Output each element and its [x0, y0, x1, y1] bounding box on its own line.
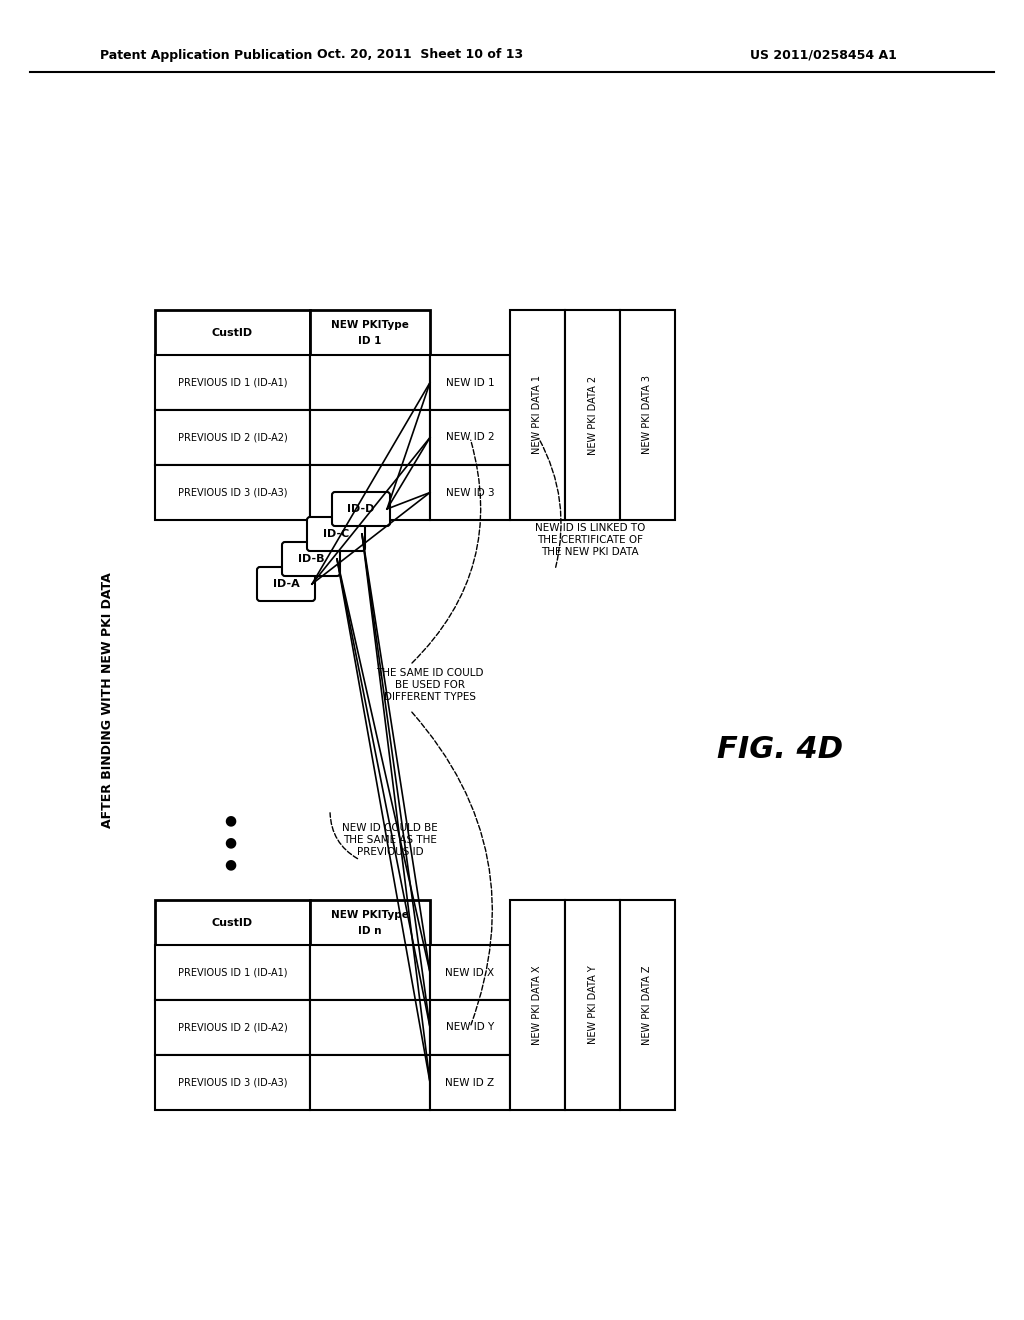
Bar: [155, 900, 310, 945]
Text: PREVIOUS ID 1 (ID-A1): PREVIOUS ID 1 (ID-A1): [178, 968, 288, 978]
Text: ID-D: ID-D: [347, 504, 375, 513]
Bar: [310, 1055, 430, 1110]
Bar: [155, 310, 310, 355]
Bar: [310, 1001, 430, 1055]
FancyBboxPatch shape: [282, 543, 340, 576]
Bar: [620, 900, 675, 1110]
Text: NEW PKI DATA 1: NEW PKI DATA 1: [532, 375, 543, 454]
Text: NEW ID COULD BE
THE SAME AS THE
PREVIOUS ID: NEW ID COULD BE THE SAME AS THE PREVIOUS…: [342, 824, 438, 857]
Text: AFTER BINDING WITH NEW PKI DATA: AFTER BINDING WITH NEW PKI DATA: [101, 572, 115, 828]
Text: ID-C: ID-C: [323, 529, 349, 539]
Text: Oct. 20, 2011  Sheet 10 of 13: Oct. 20, 2011 Sheet 10 of 13: [317, 49, 523, 62]
Bar: [310, 310, 430, 355]
Bar: [310, 945, 430, 1001]
Text: ●: ●: [224, 836, 237, 849]
Bar: [155, 1001, 310, 1055]
Bar: [155, 945, 310, 1001]
Text: ID n: ID n: [358, 925, 382, 936]
Text: PREVIOUS ID 3 (ID-A3): PREVIOUS ID 3 (ID-A3): [178, 487, 288, 498]
Bar: [430, 465, 510, 520]
Bar: [310, 900, 430, 945]
FancyBboxPatch shape: [307, 517, 365, 550]
Text: NEW ID Z: NEW ID Z: [445, 1077, 495, 1088]
Text: PREVIOUS ID 2 (ID-A2): PREVIOUS ID 2 (ID-A2): [177, 1023, 288, 1032]
Text: ID 1: ID 1: [358, 335, 382, 346]
Text: PREVIOUS ID 3 (ID-A3): PREVIOUS ID 3 (ID-A3): [178, 1077, 288, 1088]
Text: NEW ID 1: NEW ID 1: [445, 378, 495, 388]
Text: NEW ID X: NEW ID X: [445, 968, 495, 978]
Bar: [310, 411, 430, 465]
Text: ID-B: ID-B: [298, 554, 325, 564]
Text: NEW ID IS LINKED TO
THE CERTIFICATE OF
THE NEW PKI DATA: NEW ID IS LINKED TO THE CERTIFICATE OF T…: [535, 524, 645, 557]
Text: NEW PKIType: NEW PKIType: [331, 909, 409, 920]
FancyBboxPatch shape: [257, 568, 315, 601]
Bar: [430, 1055, 510, 1110]
Text: NEW PKI DATA 2: NEW PKI DATA 2: [588, 375, 597, 454]
Text: NEW ID Y: NEW ID Y: [445, 1023, 495, 1032]
Bar: [430, 411, 510, 465]
Bar: [510, 900, 565, 1110]
Bar: [310, 465, 430, 520]
Text: NEW ID 2: NEW ID 2: [445, 433, 495, 442]
Text: NEW PKI DATA 3: NEW PKI DATA 3: [642, 375, 652, 454]
Text: PREVIOUS ID 2 (ID-A2): PREVIOUS ID 2 (ID-A2): [177, 433, 288, 442]
Bar: [310, 355, 430, 411]
Text: CustID: CustID: [212, 327, 253, 338]
FancyBboxPatch shape: [332, 492, 390, 525]
Bar: [155, 1055, 310, 1110]
Text: NEW PKIType: NEW PKIType: [331, 319, 409, 330]
Text: NEW ID 3: NEW ID 3: [445, 487, 495, 498]
Text: Patent Application Publication: Patent Application Publication: [100, 49, 312, 62]
Text: ID-A: ID-A: [272, 579, 299, 589]
Bar: [430, 945, 510, 1001]
Text: NEW PKI DATA Z: NEW PKI DATA Z: [642, 965, 652, 1044]
Bar: [155, 355, 310, 411]
Bar: [155, 465, 310, 520]
Text: FIG. 4D: FIG. 4D: [717, 735, 843, 764]
Bar: [155, 411, 310, 465]
Text: US 2011/0258454 A1: US 2011/0258454 A1: [750, 49, 897, 62]
Text: NEW PKI DATA X: NEW PKI DATA X: [532, 965, 543, 1044]
Bar: [510, 310, 565, 520]
Text: ●: ●: [224, 857, 237, 871]
Bar: [565, 900, 620, 1110]
Bar: [620, 310, 675, 520]
Bar: [565, 310, 620, 520]
Text: ●: ●: [224, 813, 237, 828]
Text: NEW PKI DATA Y: NEW PKI DATA Y: [588, 966, 597, 1044]
Bar: [430, 1001, 510, 1055]
Bar: [430, 355, 510, 411]
Text: THE SAME ID COULD
BE USED FOR
DIFFERENT TYPES: THE SAME ID COULD BE USED FOR DIFFERENT …: [376, 668, 483, 702]
Text: CustID: CustID: [212, 917, 253, 928]
Text: PREVIOUS ID 1 (ID-A1): PREVIOUS ID 1 (ID-A1): [178, 378, 288, 388]
